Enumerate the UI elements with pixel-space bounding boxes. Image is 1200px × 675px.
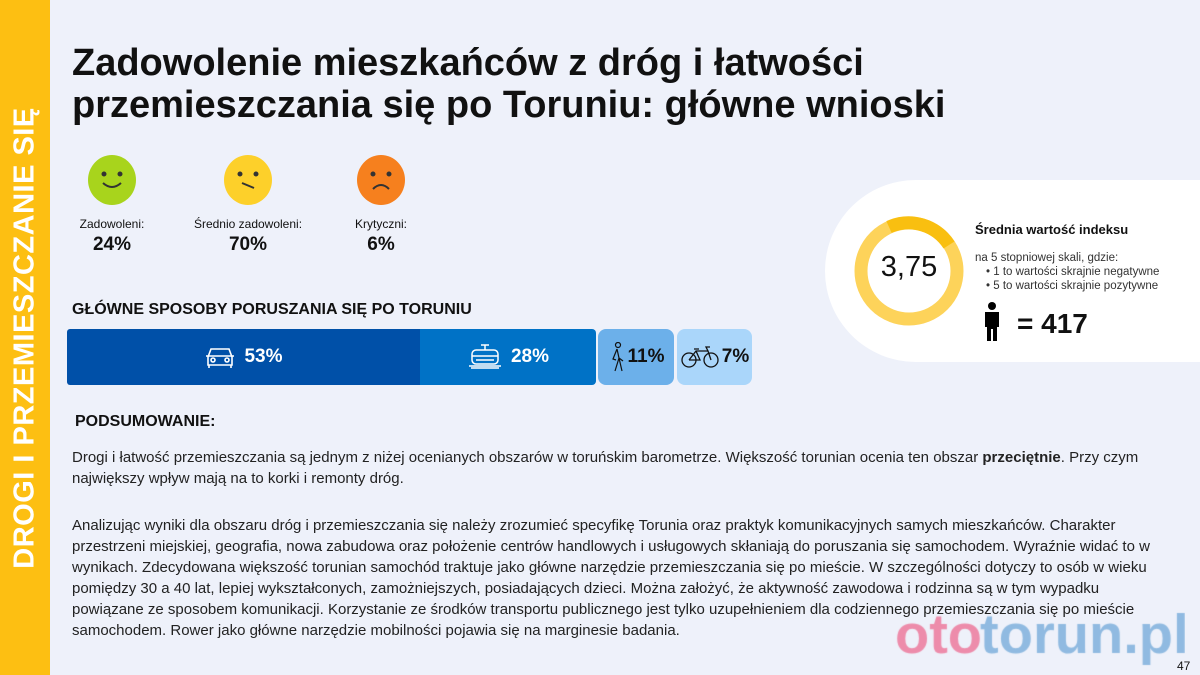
satisfaction-label: Zadowoleni: <box>79 217 145 231</box>
sidebar-banner: DROGI I PRZEMIESZCZANIE SIĘ <box>0 0 50 675</box>
mode-bar-car: 53% <box>67 329 420 385</box>
modes-heading: GŁÓWNE SPOSOBY PORUSZANIA SIĘ PO TORUNIU <box>72 301 472 318</box>
mode-value: 53% <box>244 346 283 367</box>
index-bullet-1: • 1 to wartości skrajnie negatywne <box>986 266 1160 278</box>
sample-size: = 417 <box>1017 308 1088 339</box>
satisfaction-value: 24% <box>92 234 132 255</box>
satisfaction-label: Krytyczni: <box>354 217 407 231</box>
pedestrian-icon <box>611 342 623 372</box>
index-ring <box>854 216 964 326</box>
sidebar-label: DROGI I PRZEMIESZCZANIE SIĘ <box>8 107 41 569</box>
neutral-face-icon <box>224 155 272 205</box>
index-bullet: 5 to wartości skrajnie pozytywne <box>993 280 1159 292</box>
frown-face-icon <box>357 155 405 205</box>
satisfaction-value: 70% <box>228 234 268 255</box>
satisfaction-value: 6% <box>367 234 395 255</box>
person-icon <box>985 302 999 341</box>
watermark-logo <box>895 608 1185 668</box>
bicycle-icon <box>681 346 719 368</box>
index-intro: na 5 stopniowej skali, gdzie: <box>975 252 1119 264</box>
car-icon <box>206 348 235 368</box>
mode-value: 7% <box>721 346 750 367</box>
index-value: 3,75 <box>880 251 938 283</box>
mode-value: 11% <box>627 346 665 367</box>
index-bullet: 1 to wartości skrajnie negatywne <box>993 266 1160 278</box>
index-title: Średnia wartość indeksu <box>975 222 1129 237</box>
index-bullet-2: • 5 to wartości skrajnie pozytywne <box>986 280 1159 292</box>
mode-bar-walk: 11% <box>598 329 674 385</box>
tram-icon <box>468 344 501 369</box>
summary-paragraph-2: Analizując wyniki dla obszaru dróg i prz… <box>72 517 1150 639</box>
smile-face-icon <box>88 155 136 205</box>
mode-value: 28% <box>510 346 550 367</box>
satisfaction-label: Średnio zadowoleni: <box>193 217 303 231</box>
mode-bar-tram: 28% <box>420 329 596 385</box>
page-title: Zadowolenie mieszkańców z dróg i łatwośc… <box>72 42 946 126</box>
summary-heading: PODSUMOWANIE: <box>75 413 216 430</box>
mode-bar-bike: 7% <box>677 329 752 385</box>
index-panel <box>825 180 1200 362</box>
summary-paragraph-1: Drogi i łatwość przemieszczania są jedny… <box>72 449 1139 487</box>
